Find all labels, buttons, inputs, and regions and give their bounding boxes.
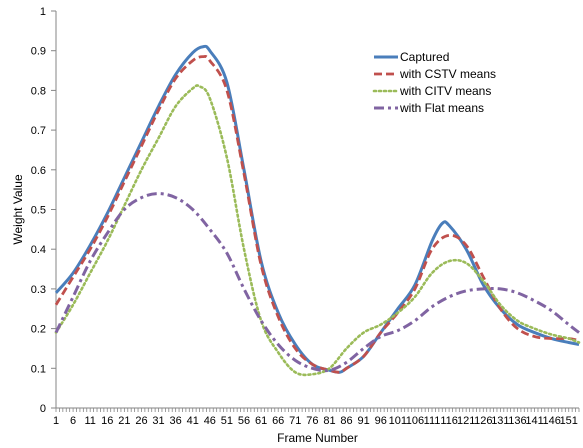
- x-tick-label: 71: [289, 415, 301, 427]
- x-tick-label: 81: [323, 415, 335, 427]
- x-tick-label: 121: [457, 415, 475, 427]
- x-tick-label: 1: [53, 415, 59, 427]
- series-layer: [54, 44, 581, 377]
- y-tick-label: 0.9: [31, 46, 46, 58]
- x-tick-label: 11: [84, 415, 95, 427]
- x-tick-label: 51: [221, 415, 233, 427]
- x-tick-label: 26: [135, 415, 147, 427]
- x-tick-label: 111: [424, 415, 441, 427]
- x-axis-ticks: 1 6 11 16 21 26 31 36 41 46 51 56 61 66 71 76 81 86 91 96 10…: [53, 408, 580, 427]
- legend-label-with-cstv-means: with CSTV means: [399, 67, 496, 81]
- y-tick-label: 0: [40, 403, 46, 415]
- x-tick-label: 146: [542, 415, 560, 427]
- x-tick-label: 66: [272, 415, 284, 427]
- y-axis-title: Weight Value: [11, 174, 25, 245]
- y-tick-label: 0.5: [31, 205, 46, 217]
- x-tick-label: 131: [491, 415, 509, 427]
- x-tick-label: 101: [389, 415, 407, 427]
- legend-label-captured: Captured: [400, 50, 449, 64]
- x-tick-label: 46: [204, 415, 216, 427]
- x-axis-title: Frame Number: [277, 431, 358, 445]
- x-tick-label: 41: [187, 415, 199, 427]
- x-tick-label: 151: [560, 415, 578, 427]
- y-tick-label: 0.2: [31, 324, 46, 336]
- x-tick-label: 116: [440, 415, 458, 427]
- y-axis-ticks: 0 0.1 0.2 0.3 0.4 0.5 0.6 0.7 0.8 0.9 1: [31, 6, 56, 415]
- x-tick-label: 21: [118, 415, 130, 427]
- x-tick-label: 86: [340, 415, 352, 427]
- x-tick-label: 136: [508, 415, 526, 427]
- x-tick-label: 126: [474, 415, 492, 427]
- y-tick-label: 0.8: [31, 85, 46, 97]
- x-tick-label: 31: [152, 415, 164, 427]
- x-tick-label: 61: [255, 415, 267, 427]
- x-tick-label: 16: [101, 415, 113, 427]
- legend-label-with-citv-means: with CITV means: [399, 84, 491, 98]
- legend: Captured with CSTV means with CITV means wi…: [370, 43, 508, 123]
- x-tick-label: 141: [525, 415, 543, 427]
- x-tick-label: 6: [70, 415, 76, 427]
- y-tick-label: 1: [40, 6, 46, 18]
- series-line-with-flat-means: [54, 192, 580, 373]
- x-tick-label: 91: [358, 415, 370, 427]
- x-tick-label: 36: [170, 415, 182, 427]
- x-tick-label: 76: [306, 415, 318, 427]
- y-tick-label: 0.1: [31, 363, 46, 375]
- series-line-with-citv-means: [54, 84, 581, 377]
- legend-label-with-flat-means: with Flat means: [399, 101, 484, 115]
- y-tick-label: 0.4: [31, 244, 46, 256]
- y-tick-label: 0.7: [31, 125, 46, 137]
- x-tick-label: 96: [375, 415, 387, 427]
- y-tick-label: 0.3: [31, 284, 46, 296]
- x-tick-label: 56: [238, 415, 250, 427]
- y-tick-label: 0.6: [31, 165, 46, 177]
- x-tick-label: 106: [406, 415, 424, 427]
